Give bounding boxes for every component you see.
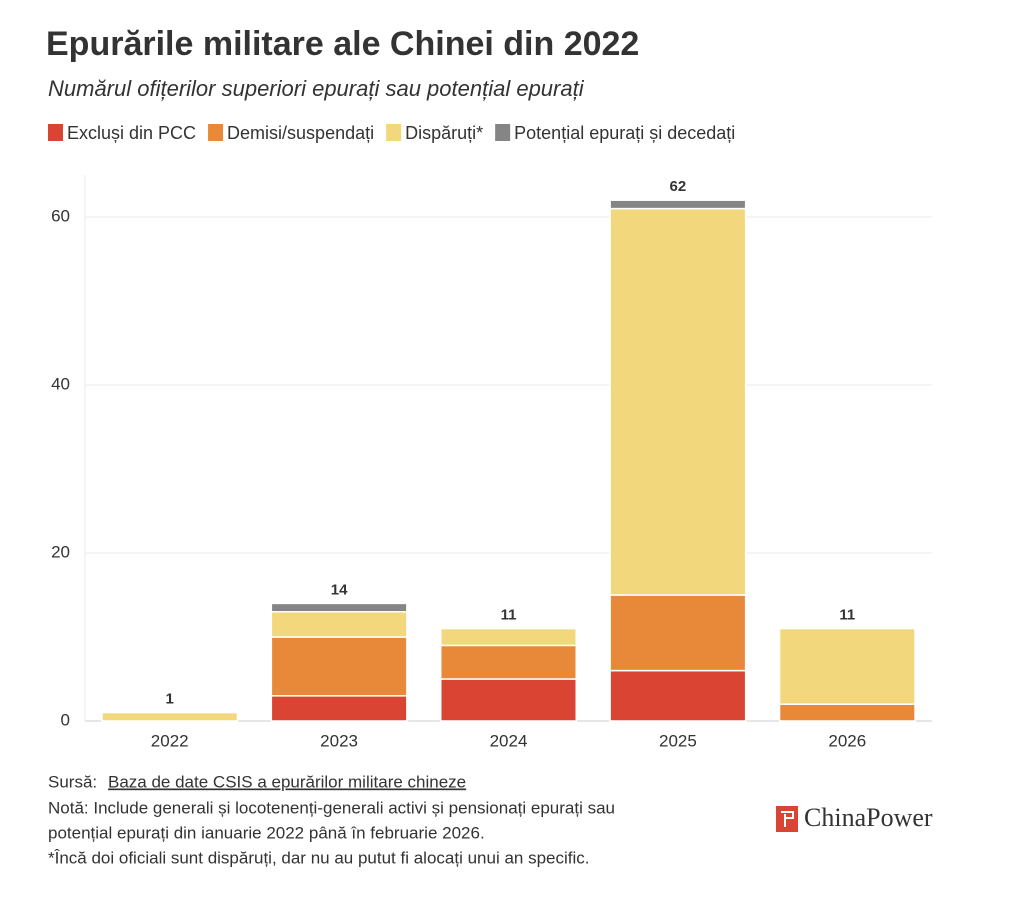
- bar-segment: [101, 711, 239, 722]
- legend: Excluși din PCC Demisi/suspendați Dispăruț…: [48, 123, 735, 143]
- bar-segment: [270, 695, 408, 722]
- chart-title: Epurările militare ale Chinei din 2022: [46, 25, 639, 63]
- bar-segment: [609, 199, 747, 210]
- total-label: 14: [331, 581, 348, 598]
- note: potențial epurați din ianuarie 2022 până…: [48, 823, 485, 842]
- y-tick-label: 40: [51, 374, 70, 393]
- bar-segment: [439, 678, 578, 722]
- source-label: Sursă:: [48, 772, 97, 791]
- source-link-text[interactable]: Baza de date CSIS a epurărilor militare …: [108, 772, 466, 791]
- bar-segment: [270, 602, 408, 613]
- y-tick-label: 20: [51, 542, 70, 561]
- bar-segment: [609, 594, 747, 672]
- source-link[interactable]: Baza de date CSIS a epurărilor militare …: [108, 772, 466, 791]
- brand: ChinaPower: [804, 803, 933, 832]
- total-label: 11: [839, 607, 855, 624]
- x-tick-label: 2025: [659, 731, 697, 750]
- legend-label: Demisi/suspendați: [227, 123, 374, 143]
- total-label: 11: [501, 607, 517, 624]
- x-tick-label: 2022: [151, 731, 189, 750]
- legend-swatch: [208, 124, 224, 141]
- bar-segment: [439, 644, 578, 680]
- bar-segment: [778, 703, 916, 722]
- bar-segment: [270, 611, 408, 638]
- legend-label: Dispăruți*: [405, 123, 483, 143]
- legend-label: Excluși din PCC: [67, 123, 196, 143]
- note: *Încă doi oficiali sunt dispăruți, dar n…: [48, 848, 590, 867]
- brand-logo: ChinaPower: [776, 803, 933, 832]
- x-tick-label: 2024: [490, 731, 528, 750]
- bar-segment: [609, 669, 747, 722]
- legend-label: Potențial epurați și decedați: [514, 123, 735, 143]
- total-label: 1: [166, 691, 174, 708]
- chart-subtitle: Numărul ofițerilor superiori epurați sau…: [48, 76, 585, 101]
- legend-swatch: [495, 124, 511, 141]
- plot: 0 20 40 60 2022 1 2023 14 2024 11 2025 62 2026 11: [51, 175, 932, 750]
- legend-swatch: [48, 124, 63, 141]
- y-tick-label: 60: [51, 206, 70, 225]
- legend-swatch: [386, 124, 402, 141]
- note: Notă: Include generali și locotenenți-ge…: [48, 798, 615, 817]
- y-tick-label: 0: [61, 710, 70, 729]
- x-tick-label: 2023: [320, 731, 358, 750]
- bar-segment: [778, 627, 916, 705]
- bar-segment: [609, 207, 747, 596]
- x-tick-label: 2026: [828, 731, 866, 750]
- bar-segment: [270, 636, 408, 697]
- bar-segment: [439, 627, 578, 647]
- total-label: 62: [670, 178, 687, 195]
